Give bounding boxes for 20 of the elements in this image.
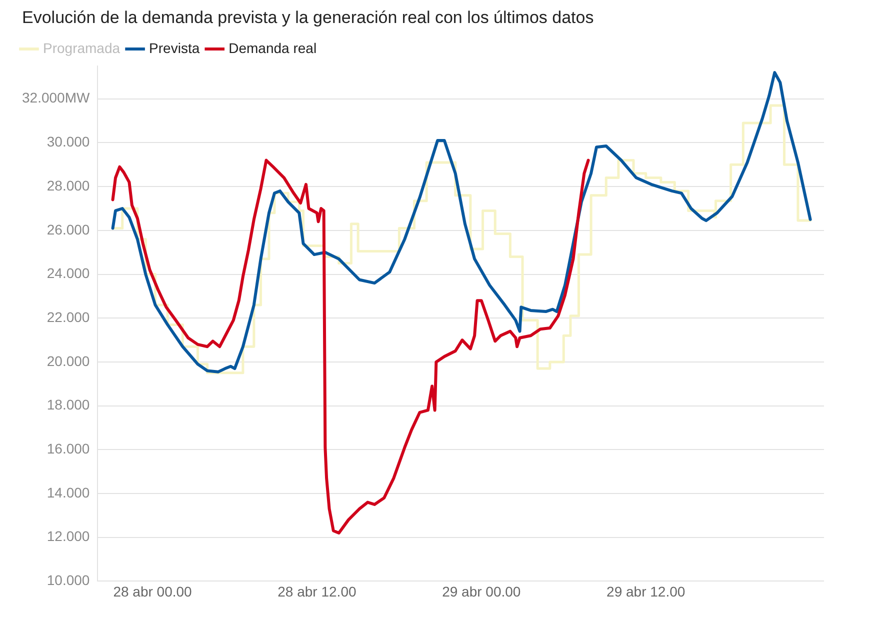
y-tick-label: 12.000 <box>46 528 90 544</box>
legend-label: Prevista <box>149 40 200 56</box>
x-tick-label: 28 abr 12.00 <box>278 583 356 600</box>
legend-label: Demanda real <box>228 40 317 56</box>
chart-title: Evolución de la demanda prevista y la generación real con los últimos datos <box>22 8 595 28</box>
x-tick-label: 29 abr 12.00 <box>606 583 686 600</box>
y-tick-label: 10.000 <box>46 572 90 588</box>
y-tick-label: 26.000 <box>46 221 90 238</box>
x-tick-label: 28 abr 00.00 <box>113 583 192 600</box>
legend-label: Programada <box>43 40 120 56</box>
x-tick-label: 29 abr 00.00 <box>442 583 521 600</box>
y-tick-label: 16.000 <box>46 440 90 457</box>
y-tick-label: 18.000 <box>46 396 90 413</box>
y-tick-label: 22.000 <box>46 308 90 325</box>
y-tick-label: 24.000 <box>46 265 90 282</box>
y-tick-label: 28.000 <box>46 177 90 194</box>
y-tick-label: 20.000 <box>46 352 90 369</box>
y-tick-label: 30.000 <box>46 134 90 150</box>
y-tick-label: 14.000 <box>46 484 90 500</box>
y-tick-label: 32.000MW <box>22 90 90 106</box>
